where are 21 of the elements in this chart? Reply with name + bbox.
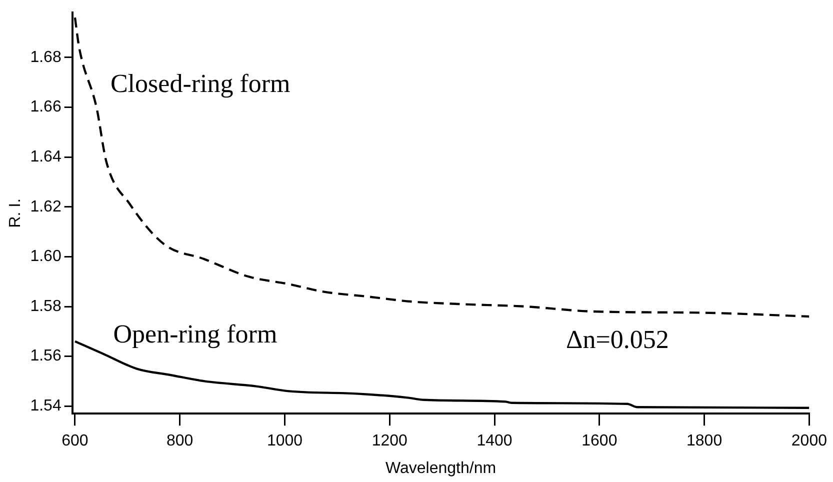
y-tick-label: 1.62 <box>30 198 62 216</box>
x-tick-label: 800 <box>166 432 194 450</box>
x-tick-label: 1400 <box>476 432 512 450</box>
x-tick-label: 1800 <box>686 432 722 450</box>
x-tick-label: 1600 <box>582 432 618 450</box>
x-axis-title: Wavelength/nm <box>385 460 496 477</box>
x-tick-label: 1200 <box>372 432 408 450</box>
y-axis-title: R. I. <box>7 198 24 228</box>
annotation: Δn=0.052 <box>566 325 669 354</box>
x-tick-label: 2000 <box>791 432 828 450</box>
y-tick-label: 1.60 <box>30 248 62 266</box>
y-tick-label: 1.58 <box>30 298 62 315</box>
y-tick-label: 1.54 <box>30 398 62 415</box>
series-label: Open-ring form <box>113 320 278 349</box>
y-tick-label: 1.64 <box>30 148 62 166</box>
series-label: Closed-ring form <box>110 69 290 98</box>
y-tick-label: 1.66 <box>30 98 62 116</box>
x-tick-label: 600 <box>62 432 88 450</box>
y-tick-label: 1.68 <box>30 48 62 66</box>
x-tick-label: 1000 <box>266 432 303 450</box>
y-tick-label: 1.56 <box>30 348 62 365</box>
